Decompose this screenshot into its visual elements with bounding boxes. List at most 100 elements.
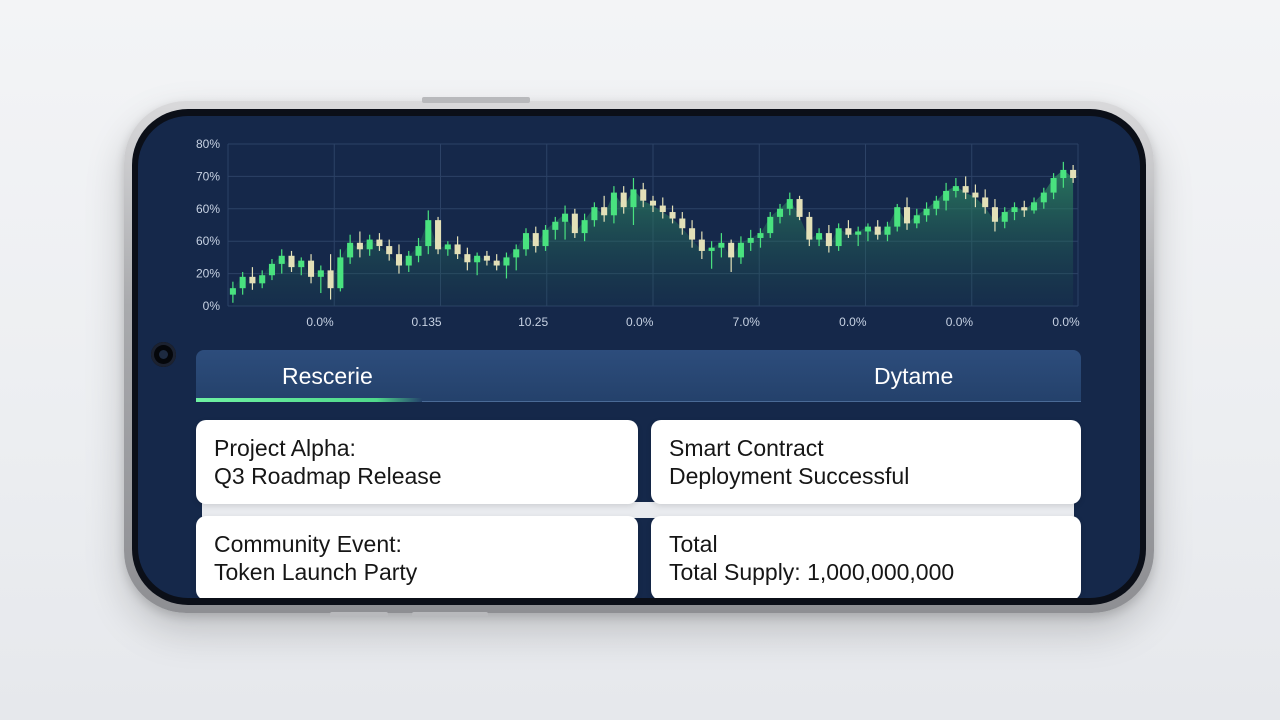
candle-body — [708, 247, 715, 251]
candle-body — [581, 220, 588, 234]
tab-divider — [422, 401, 1081, 402]
candle — [376, 233, 383, 251]
candle — [718, 233, 725, 258]
candle — [806, 212, 813, 247]
candle-body — [689, 228, 696, 240]
card-project-alpha[interactable]: Project Alpha: Q3 Roadmap Release — [196, 420, 638, 504]
candle-body — [532, 233, 539, 247]
x-tick-label: 0.0% — [626, 315, 654, 329]
candle-body — [503, 257, 510, 266]
close-area — [232, 169, 1074, 306]
card-title: Project Alpha: — [214, 435, 356, 461]
candle-body — [864, 226, 871, 232]
candle — [298, 257, 305, 276]
candle — [513, 244, 520, 271]
candle-body — [591, 207, 598, 221]
candle-body — [669, 212, 676, 219]
candle — [737, 236, 744, 264]
candle — [669, 205, 676, 224]
card-subtitle: Deployment Successful — [669, 463, 910, 489]
candle-body — [737, 242, 744, 258]
candle-body — [562, 213, 569, 222]
x-tick-label: 0.0% — [306, 315, 334, 329]
candle — [415, 237, 422, 263]
y-tick-label: 70% — [196, 169, 220, 183]
candle-body — [249, 276, 256, 284]
candle — [991, 199, 998, 232]
candle — [229, 281, 236, 303]
x-tick-label: 0.0% — [839, 315, 867, 329]
card-smart-contract[interactable]: Smart Contract Deployment Successful — [651, 420, 1081, 504]
candle-body — [1011, 207, 1018, 213]
candle-body — [1040, 192, 1047, 203]
card-community-event[interactable]: Community Event: Token Launch Party — [196, 516, 638, 598]
candle — [982, 189, 989, 214]
card-subtitle: Token Launch Party — [214, 559, 418, 585]
candle — [708, 241, 715, 269]
card-total-supply[interactable]: Total Total Supply: 1,000,000,000 — [651, 516, 1081, 598]
candle-body — [679, 218, 686, 229]
candle-body — [1031, 202, 1038, 211]
candle — [405, 250, 412, 272]
y-tick-label: 20% — [196, 267, 220, 281]
candle-body — [376, 239, 383, 247]
candle-body — [952, 186, 959, 191]
candle — [474, 252, 481, 276]
x-tick-label: 0.0% — [946, 315, 974, 329]
candle — [435, 216, 442, 255]
candle — [288, 250, 295, 272]
y-tick-label: 80% — [196, 137, 220, 151]
candle-body — [356, 242, 363, 250]
volume-down-button — [412, 612, 488, 617]
y-tick-label: 60% — [196, 202, 220, 216]
candle — [884, 221, 891, 242]
candle-body — [835, 228, 842, 247]
candle — [767, 212, 774, 238]
candle-body — [415, 246, 422, 256]
candle — [1070, 165, 1077, 183]
power-button — [422, 97, 530, 103]
candle-body — [620, 192, 627, 208]
candle-body — [239, 276, 246, 289]
tab-rescerie[interactable]: Rescerie — [282, 363, 373, 389]
candle-body — [444, 244, 451, 250]
candle-body — [991, 207, 998, 222]
candle — [962, 176, 969, 200]
candle — [816, 228, 823, 247]
candle — [786, 192, 793, 216]
candle-body — [327, 270, 334, 289]
y-tick-label: 0% — [203, 299, 221, 313]
candle — [278, 249, 285, 274]
candle-body — [776, 208, 784, 217]
candle-body — [386, 246, 393, 255]
candle-body — [757, 233, 764, 238]
candle — [591, 202, 598, 227]
card-title: Community Event: — [214, 531, 402, 557]
candle — [347, 234, 354, 264]
candle-body — [317, 270, 324, 277]
candle — [571, 208, 578, 238]
candle — [259, 270, 266, 289]
card-subtitle: Total Supply: 1,000,000,000 — [669, 559, 955, 585]
candle-body — [786, 199, 793, 209]
candle — [923, 202, 930, 222]
candle — [1021, 200, 1028, 217]
candle-body — [903, 207, 911, 224]
candle — [1050, 173, 1057, 200]
candle-body — [366, 239, 373, 250]
active-tab-indicator — [196, 398, 422, 402]
candle-body — [698, 239, 705, 251]
x-tick-label: 10.25 — [518, 315, 548, 329]
candle — [601, 195, 608, 222]
candle-body — [571, 213, 578, 234]
candle-body — [640, 189, 647, 201]
candle-body — [308, 260, 315, 277]
candle-body — [894, 207, 901, 227]
candle — [825, 225, 832, 253]
tab-dytame[interactable]: Dytame — [874, 363, 954, 389]
candle — [268, 259, 275, 281]
candle — [894, 203, 901, 232]
candle — [649, 195, 657, 213]
card-title: Total — [669, 531, 718, 557]
candle — [855, 226, 862, 247]
